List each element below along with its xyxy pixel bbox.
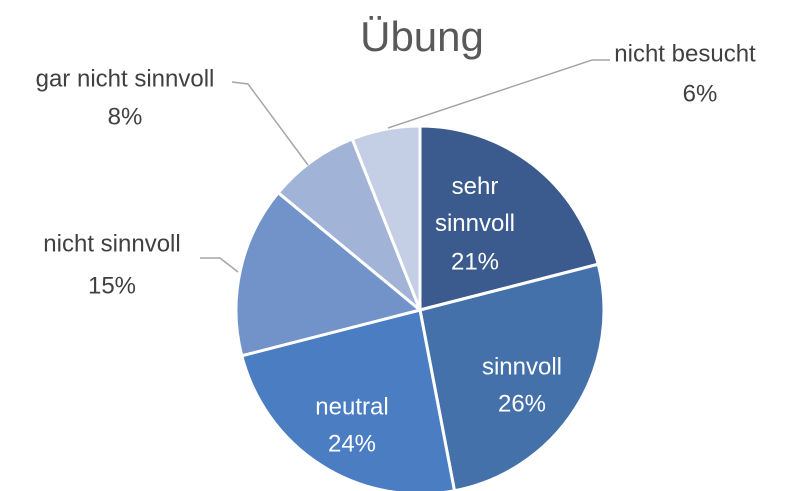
value-label: 21% (451, 248, 499, 275)
category-label: nicht besucht (614, 40, 756, 67)
leader-line (200, 257, 239, 273)
leader-line (387, 59, 610, 129)
pie-slice (418, 124, 601, 312)
category-label: gar nicht sinnvoll (36, 65, 215, 92)
pie-slice (234, 190, 424, 358)
pie-slice (276, 136, 422, 312)
category-label: neutral (315, 393, 388, 420)
value-label: 6% (683, 80, 718, 107)
value-label: 24% (328, 430, 376, 457)
pie-slice (350, 124, 422, 311)
category-label: sehr sinnvoll (435, 173, 515, 237)
pie-slice (418, 262, 606, 491)
value-label: 26% (498, 390, 546, 417)
pie-slice (239, 308, 457, 491)
chart-title: Übung (360, 13, 484, 60)
value-label: 15% (88, 272, 136, 299)
leader-line (231, 81, 309, 166)
category-label: nicht sinnvoll (43, 230, 180, 257)
category-label: sinnvoll (482, 353, 562, 380)
value-label: 8% (108, 103, 143, 130)
